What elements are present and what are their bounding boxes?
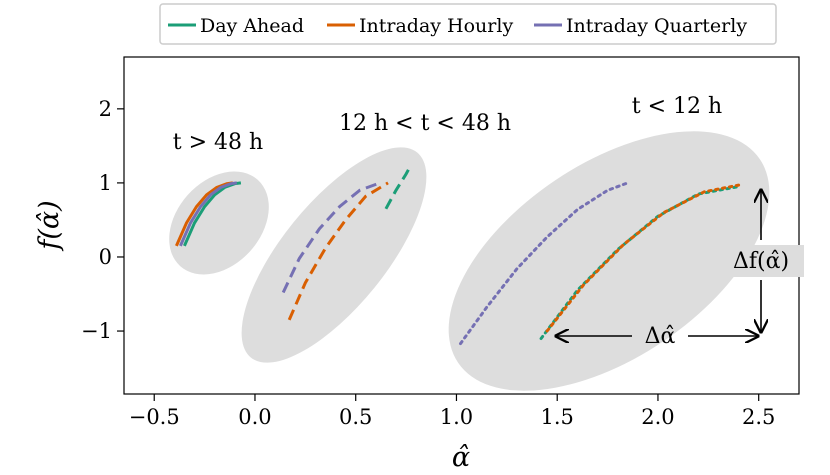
region-label-over-48h: t > 48 h: [173, 130, 263, 155]
series-line-day-ahead-3: [384, 165, 412, 210]
legend-label-intraday-quarterly: Intraday Quarterly: [566, 15, 747, 37]
series-line-intraday-hourly-7: [545, 183, 741, 333]
x-tick-label: 1.0: [440, 405, 473, 429]
delta-f-label: Δf(α̂): [733, 249, 789, 274]
y-axis-label: f(α̂): [34, 200, 65, 251]
region-label-12h-48h: 12 h < t < 48 h: [339, 111, 511, 136]
legend-frame: [159, 3, 777, 45]
region-ellipse-12h-48h: [241, 147, 427, 363]
x-tick-label: 0.5: [339, 405, 372, 429]
x-tick-label: 2.5: [742, 405, 775, 429]
region-label-under-12h: t < 12 h: [632, 94, 722, 119]
delta-f-label-bg: [718, 245, 804, 277]
legend-label-intraday-hourly: Intraday Hourly: [359, 15, 513, 37]
x-axis-label: α̂: [452, 442, 470, 473]
delta-alpha-label: Δα̂: [645, 324, 676, 349]
series-layer: [175, 165, 741, 346]
series-line-intraday-quarterly-2: [179, 181, 237, 247]
y-tick-label: 2: [99, 97, 112, 121]
x-tick-label: −0.5: [129, 405, 180, 429]
legend: Day Ahead Intraday Hourly Intraday Quart…: [159, 3, 777, 45]
y-tick-label: 1: [99, 171, 112, 195]
y-tick-label: 0: [99, 245, 112, 269]
series-line-intraday-quarterly-8: [459, 181, 630, 346]
x-tick-label: 1.5: [541, 405, 574, 429]
legend-label-day-ahead: Day Ahead: [200, 15, 304, 37]
series-line-intraday-quarterly-5: [281, 181, 381, 294]
y-tick-label: −1: [81, 319, 112, 343]
x-tick-label: 0.0: [238, 405, 271, 429]
region-ellipse-over-48h: [169, 171, 269, 275]
ticks-layer: −0.5 0.0 0.5 1.0 1.5 2.0 2.5 −1 0 1 2: [81, 97, 775, 429]
x-tick-label: 2.0: [641, 405, 674, 429]
annotations: Δα̂ Δf(α̂): [556, 190, 804, 349]
